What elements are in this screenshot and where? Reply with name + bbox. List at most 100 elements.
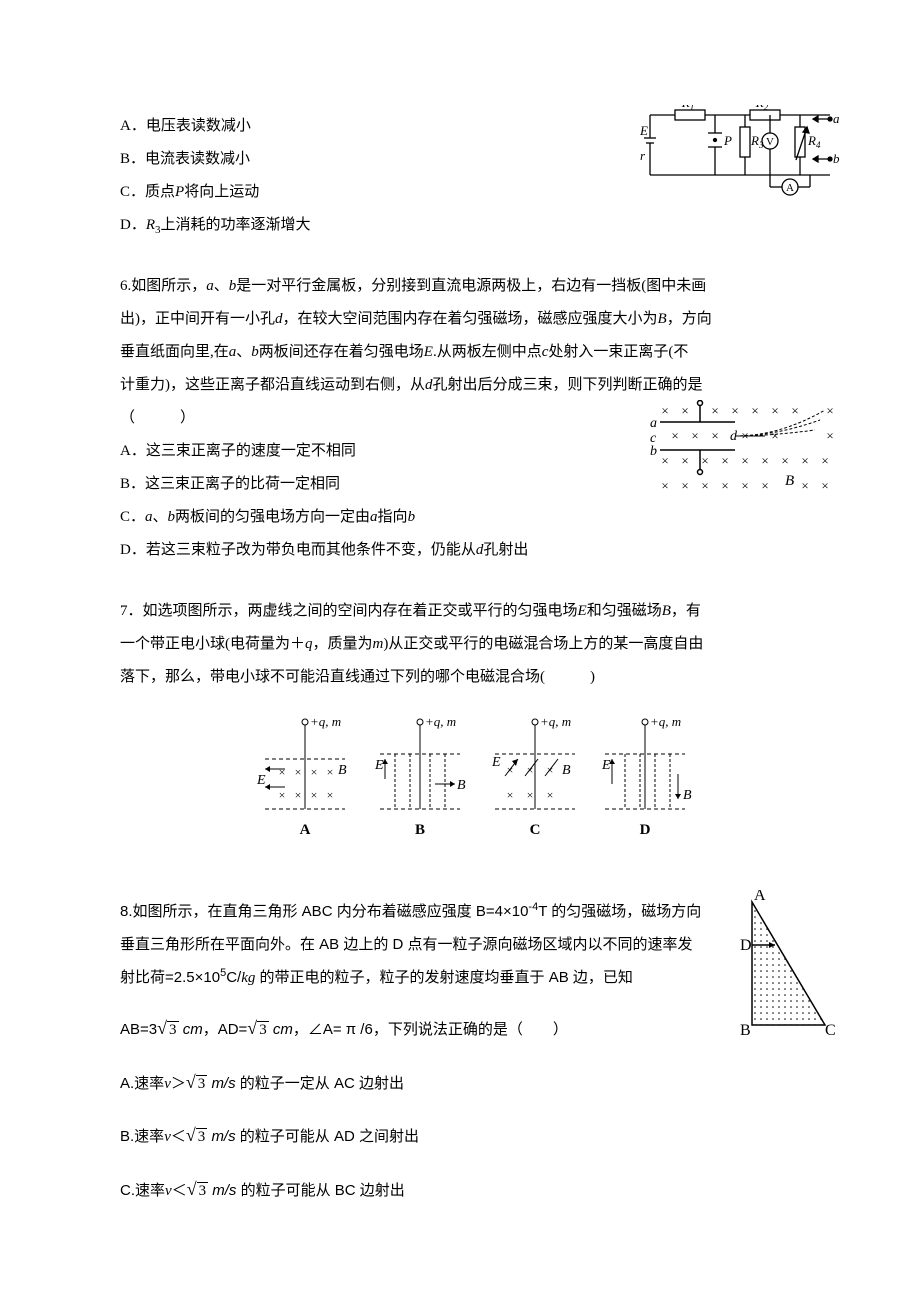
svg-text:×: × [681, 453, 688, 468]
svg-text:×: × [547, 788, 554, 802]
svg-text:+q, m: +q, m [650, 714, 681, 729]
svg-text:×: × [701, 453, 708, 468]
svg-text:×: × [295, 788, 302, 802]
svg-text:C: C [530, 822, 541, 838]
svg-text:B: B [338, 763, 347, 778]
q7-stem-2: 一个带正电小球(电荷量为＋q，质量为m)从正交或平行的电磁混合场上方的某一高度自… [120, 628, 820, 661]
q8-stem-2: 垂直三角形所在平面向外。在 AB 边上的 D 点有一粒子源向磁场区域内以不同的速… [120, 928, 820, 961]
triangle-diagram: A D B C [740, 890, 835, 1045]
svg-text:×: × [327, 765, 334, 779]
svg-text:×: × [681, 403, 688, 418]
svg-text:E: E [374, 758, 384, 773]
svg-text:×: × [721, 453, 728, 468]
cross-row-1: × × × × × × × × [661, 403, 833, 418]
svg-text:×: × [761, 453, 768, 468]
svg-text:R4: R4 [807, 133, 821, 150]
q8-opt-c: C.速率v＜√3 m/s 的粒子可能从 BC 边射出 [120, 1170, 820, 1210]
svg-text:+q, m: +q, m [540, 714, 571, 729]
question-8: 8.如图所示，在直角三角形 ABC 内分布着磁感应强度 B=4×10-4T 的匀… [120, 895, 820, 1209]
cross-row-3: × × × × × × × × × [661, 453, 828, 468]
panel-c: +q, m ××× ××× E B C [491, 714, 575, 838]
svg-text:E: E [491, 755, 501, 770]
circuit-diagram: E r R1 R2 P R3 R4 a b V A [640, 105, 840, 200]
velocity-selector-diagram: ×××××××× ×××××× ××××××××× ×××××××× [650, 400, 850, 510]
svg-text:r: r [640, 148, 646, 163]
panel-d: +q, m E B D [601, 714, 692, 838]
q8-stem-1: 8.如图所示，在直角三角形 ABC 内分布着磁感应强度 B=4×10-4T 的匀… [120, 895, 820, 928]
q6-stem-2: 出)，正中间开有一小孔d，在较大空间范围内存在着匀强磁场，磁感应强度大小为B，方… [120, 303, 820, 336]
svg-text:+q, m: +q, m [425, 714, 456, 729]
svg-text:×: × [761, 478, 768, 493]
q6-stem-4: 计重力)，这些正离子都沿直线运动到右侧，从d孔射出后分成三束，则下列判断正确的是 [120, 369, 820, 402]
svg-text:B: B [740, 1022, 751, 1039]
svg-text:×: × [661, 478, 668, 493]
svg-text:B: B [415, 822, 425, 838]
q8-stem-3: 射比荷=2.5×105C/kg 的带正电的粒子，粒子的发射速度均垂直于 AB 边… [120, 961, 820, 995]
svg-text:×: × [721, 478, 728, 493]
q7-figure: +q, m × × × × × × × × E B A +q, m [120, 714, 820, 867]
svg-text:×: × [507, 788, 514, 802]
svg-text:P: P [723, 133, 732, 148]
svg-text:E: E [256, 773, 266, 788]
svg-text:A: A [300, 822, 311, 838]
svg-text:×: × [731, 403, 738, 418]
q8-opt-a: A.速率v＞√3 m/s 的粒子一定从 AC 边射出 [120, 1063, 820, 1103]
svg-text:A: A [754, 890, 766, 904]
svg-text:×: × [279, 788, 286, 802]
svg-text:×: × [821, 478, 828, 493]
svg-text:×: × [711, 403, 718, 418]
question-5-options: A．电压表读数减小 B．电流表读数减小 C．质点P将向上运动 D．R3上消耗的功… [120, 110, 820, 242]
q7-stem-1: 7．如选项图所示，两虚线之间的空间内存在着正交或平行的匀强电场E和匀强磁场B，有 [120, 595, 820, 628]
svg-text:A: A [786, 182, 794, 194]
q7-stem-3: 落下，那么，带电小球不可能沿直线通过下列的哪个电磁混合场( ) [120, 661, 820, 694]
svg-text:×: × [311, 788, 318, 802]
q6-opt-d: D．若这三束粒子改为带负电而其他条件不变，仍能从d孔射出 [120, 534, 820, 567]
svg-text:×: × [279, 765, 286, 779]
svg-text:D: D [740, 937, 752, 954]
svg-text:×: × [741, 478, 748, 493]
svg-text:×: × [527, 788, 534, 802]
svg-text:×: × [311, 765, 318, 779]
svg-text:×: × [791, 403, 798, 418]
svg-text:×: × [826, 403, 833, 418]
question-7: 7．如选项图所示，两虚线之间的空间内存在着正交或平行的匀强电场E和匀强磁场B，有… [120, 595, 820, 867]
svg-text:×: × [681, 478, 688, 493]
svg-text:d: d [730, 429, 738, 444]
q6-stem-3: 垂直纸面向里,在a、b两板间还存在着匀强电场E.从两板左侧中点c处射入一束正离子… [120, 336, 820, 369]
svg-text:×: × [701, 478, 708, 493]
svg-text:E: E [601, 758, 611, 773]
svg-text:V: V [766, 136, 774, 148]
svg-text:+q, m: +q, m [310, 714, 341, 729]
svg-text:×: × [661, 453, 668, 468]
svg-text:B: B [785, 473, 794, 489]
svg-text:×: × [691, 428, 698, 443]
svg-text:a: a [650, 416, 657, 431]
svg-text:R3: R3 [750, 133, 764, 150]
q6-stem-1: 6.如图所示，a、b是一对平行金属板，分别接到直流电源两极上，右边有一挡板(图中… [120, 270, 820, 303]
svg-text:×: × [751, 403, 758, 418]
svg-text:×: × [781, 453, 788, 468]
svg-text:B: B [562, 763, 571, 778]
svg-text:B: B [457, 778, 466, 793]
svg-text:×: × [741, 453, 748, 468]
svg-text:×: × [661, 403, 668, 418]
svg-text:×: × [295, 765, 302, 779]
svg-text:×: × [821, 453, 828, 468]
svg-text:C: C [825, 1022, 835, 1039]
panel-b: +q, m E B B [374, 714, 466, 838]
svg-text:D: D [640, 822, 651, 838]
svg-text:×: × [771, 428, 778, 443]
q8-opt-b: B.速率v＜√3 m/s 的粒子可能从 AD 之间射出 [120, 1116, 820, 1156]
q8-stem-4: AB=3√3 cm，AD=√3 cm，∠A= π /6，下列说法正确的是（ ） [120, 1009, 820, 1049]
svg-text:×: × [711, 428, 718, 443]
svg-text:E: E [640, 123, 648, 138]
panel-a: +q, m × × × × × × × × E B A [256, 714, 347, 838]
q5-opt-d: D．R3上消耗的功率逐渐增大 [120, 209, 820, 242]
cross-row-4: ×××××××× [661, 478, 828, 493]
svg-text:×: × [801, 453, 808, 468]
question-6: 6.如图所示，a、b是一对平行金属板，分别接到直流电源两极上，右边有一挡板(图中… [120, 270, 820, 567]
svg-text:×: × [771, 403, 778, 418]
svg-text:b: b [833, 151, 840, 166]
svg-text:B: B [683, 788, 692, 803]
svg-text:×: × [327, 788, 334, 802]
